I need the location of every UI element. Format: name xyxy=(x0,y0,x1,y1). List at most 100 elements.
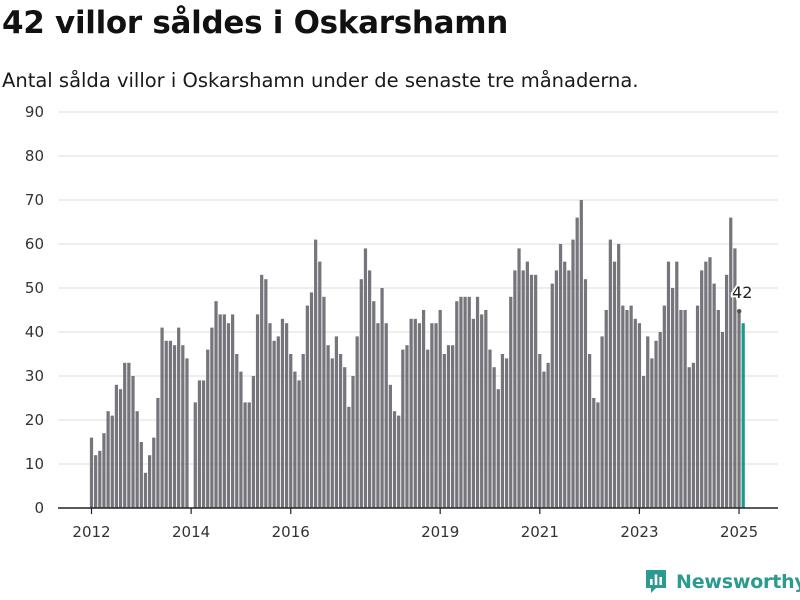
x-tick-label: 2021 xyxy=(521,523,559,541)
bar xyxy=(368,270,372,508)
bar xyxy=(558,244,563,508)
bar xyxy=(276,336,280,508)
bar xyxy=(197,380,202,508)
bar xyxy=(413,318,417,508)
bar xyxy=(608,239,612,508)
bar xyxy=(272,340,276,508)
bar xyxy=(492,367,496,508)
bar xyxy=(359,279,363,508)
bar xyxy=(446,345,451,508)
bar xyxy=(409,318,413,508)
bar xyxy=(654,340,658,508)
bar xyxy=(94,455,98,508)
bar xyxy=(106,411,110,508)
bar xyxy=(637,323,642,508)
bar xyxy=(131,376,135,508)
annotation-marker xyxy=(737,309,742,314)
bar xyxy=(596,402,600,508)
bar xyxy=(347,406,351,508)
bar xyxy=(239,371,243,508)
bar xyxy=(301,354,305,508)
bar xyxy=(459,296,463,508)
bar xyxy=(488,349,492,508)
bar xyxy=(671,288,675,508)
bar xyxy=(127,362,131,508)
bar xyxy=(110,415,114,508)
bar xyxy=(509,296,513,508)
bar xyxy=(484,310,488,508)
y-tick-label: 80 xyxy=(25,147,44,165)
bar xyxy=(185,358,189,508)
bar xyxy=(471,318,476,508)
bar xyxy=(729,217,733,508)
bar xyxy=(612,261,617,508)
bar xyxy=(650,358,654,508)
bar xyxy=(164,340,168,508)
bar xyxy=(496,389,500,508)
bar xyxy=(708,257,712,508)
bar xyxy=(500,354,505,508)
bar xyxy=(683,310,687,508)
bar xyxy=(98,450,102,508)
bar xyxy=(214,301,218,508)
bar xyxy=(293,371,297,508)
bar xyxy=(235,354,239,508)
bar-highlighted xyxy=(741,323,745,508)
bar xyxy=(147,455,152,508)
bar xyxy=(712,283,716,508)
y-tick-label: 50 xyxy=(25,279,44,297)
bar xyxy=(455,301,459,508)
bar xyxy=(579,200,583,508)
bar xyxy=(397,415,401,508)
bar xyxy=(226,323,231,508)
x-tick-label: 2025 xyxy=(720,523,758,541)
bar xyxy=(571,239,575,508)
bar xyxy=(181,345,185,508)
bar xyxy=(139,442,143,508)
bar xyxy=(172,345,177,508)
bar xyxy=(463,296,467,508)
bar xyxy=(563,261,567,508)
bar xyxy=(733,248,737,508)
bar xyxy=(210,327,214,508)
bar xyxy=(529,274,534,508)
bar xyxy=(737,310,741,508)
bar xyxy=(297,380,301,508)
x-tick-label: 2016 xyxy=(272,523,310,541)
bar xyxy=(417,323,422,508)
bar xyxy=(351,376,355,508)
bar xyxy=(289,354,293,508)
bar xyxy=(641,376,646,508)
bar xyxy=(264,279,268,508)
bar xyxy=(309,292,314,508)
bar xyxy=(575,217,579,508)
bar xyxy=(255,314,260,508)
bar xyxy=(583,279,588,508)
bar xyxy=(662,305,666,508)
bar xyxy=(480,314,484,508)
bar xyxy=(380,288,384,508)
bar xyxy=(152,437,156,508)
bar xyxy=(355,336,359,508)
bar xyxy=(554,270,559,508)
bar xyxy=(550,283,554,508)
bar xyxy=(135,411,139,508)
bar xyxy=(231,314,235,508)
bar xyxy=(401,349,405,508)
x-tick-label: 2023 xyxy=(620,523,658,541)
bar xyxy=(114,384,119,508)
bar xyxy=(451,345,455,508)
bar xyxy=(633,318,637,508)
bar xyxy=(538,354,542,508)
bar xyxy=(542,371,546,508)
bar xyxy=(218,314,222,508)
bar xyxy=(517,248,521,508)
brand-logo[interactable]: Newsworthy xyxy=(644,568,800,595)
bar xyxy=(521,270,525,508)
bar-value-label: 42 xyxy=(732,283,752,302)
bar xyxy=(343,367,347,508)
bar xyxy=(405,345,409,508)
y-tick-label: 90 xyxy=(25,103,44,121)
bar xyxy=(430,323,434,508)
bar xyxy=(434,323,438,508)
